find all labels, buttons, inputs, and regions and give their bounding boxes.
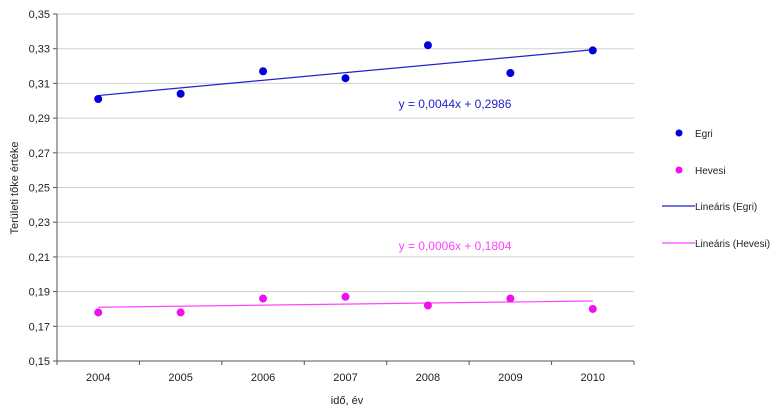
x-tick-label: 2005 (168, 372, 192, 384)
axes (53, 13, 635, 365)
data-point-egri (94, 95, 103, 104)
y-tick-label: 0,33 (29, 44, 50, 56)
gridlines (57, 13, 634, 362)
y-tick-label: 0,19 (29, 287, 50, 299)
data-point-hevesi (588, 304, 597, 313)
data-point-hevesi (506, 294, 515, 303)
trendline-egri (98, 49, 593, 97)
y-tick-label: 0,27 (29, 148, 50, 160)
trend-equations: y = 0,0044x + 0,2986 y = 0,0006x + 0,1804 (399, 97, 512, 253)
data-point-egri (588, 46, 597, 55)
data-point-egri (506, 68, 515, 77)
legend-item-hevesi-label: Hevesi (695, 166, 726, 177)
data-point-egri (176, 89, 185, 98)
legend: Egri Hevesi Lineáris (Egri) Lineáris (Heves… (662, 129, 770, 250)
y-tick-label: 0,23 (29, 217, 50, 229)
y-tick-label: 0,31 (29, 78, 50, 90)
x-tick-label: 2007 (333, 372, 357, 384)
legend-item-linearis-hevesi-label: Lineáris (Hevesi) (695, 239, 770, 250)
y-tick-label: 0,21 (29, 252, 50, 264)
y-tick-label: 0,25 (29, 183, 50, 195)
data-point-hevesi (94, 308, 103, 317)
data-point-egri (423, 41, 432, 50)
data-point-hevesi (259, 294, 268, 303)
x-axis-title: idő, év (331, 395, 364, 406)
trendlines (98, 49, 593, 308)
legend-item-egri-marker (675, 129, 683, 137)
y-axis-title: Területi tőke értéke (9, 142, 21, 235)
trendline-hevesi (98, 300, 593, 308)
data-point-hevesi (423, 301, 432, 310)
legend-item-linearis-egri-label: Lineáris (Egri) (695, 202, 757, 213)
data-point-egri (259, 67, 268, 76)
x-tick-label: 2009 (498, 372, 522, 384)
legend-item-hevesi-marker (675, 166, 683, 174)
data-point-hevesi (176, 308, 185, 317)
y-tick-label: 0,15 (29, 356, 50, 368)
tick-labels: 0,35 0,33 0,31 0,29 0,27 0,25 0,23 0,21 0,19 0,17… (29, 9, 605, 384)
y-tick-label: 0,35 (29, 9, 50, 21)
data-point-egri (341, 74, 350, 83)
x-tick-label: 2004 (86, 372, 110, 384)
y-tick-label: 0,29 (29, 113, 50, 125)
data-points (94, 41, 597, 317)
legend-item-egri-label: Egri (695, 129, 713, 140)
y-tick-label: 0,17 (29, 321, 50, 333)
trend-equation-hevesi: y = 0,0006x + 0,1804 (399, 239, 512, 253)
x-tick-label: 2006 (251, 372, 275, 384)
x-tick-label: 2010 (581, 372, 605, 384)
data-point-hevesi (341, 292, 350, 301)
x-tick-label: 2008 (416, 372, 440, 384)
trend-equation-egri: y = 0,0044x + 0,2986 (399, 97, 512, 111)
